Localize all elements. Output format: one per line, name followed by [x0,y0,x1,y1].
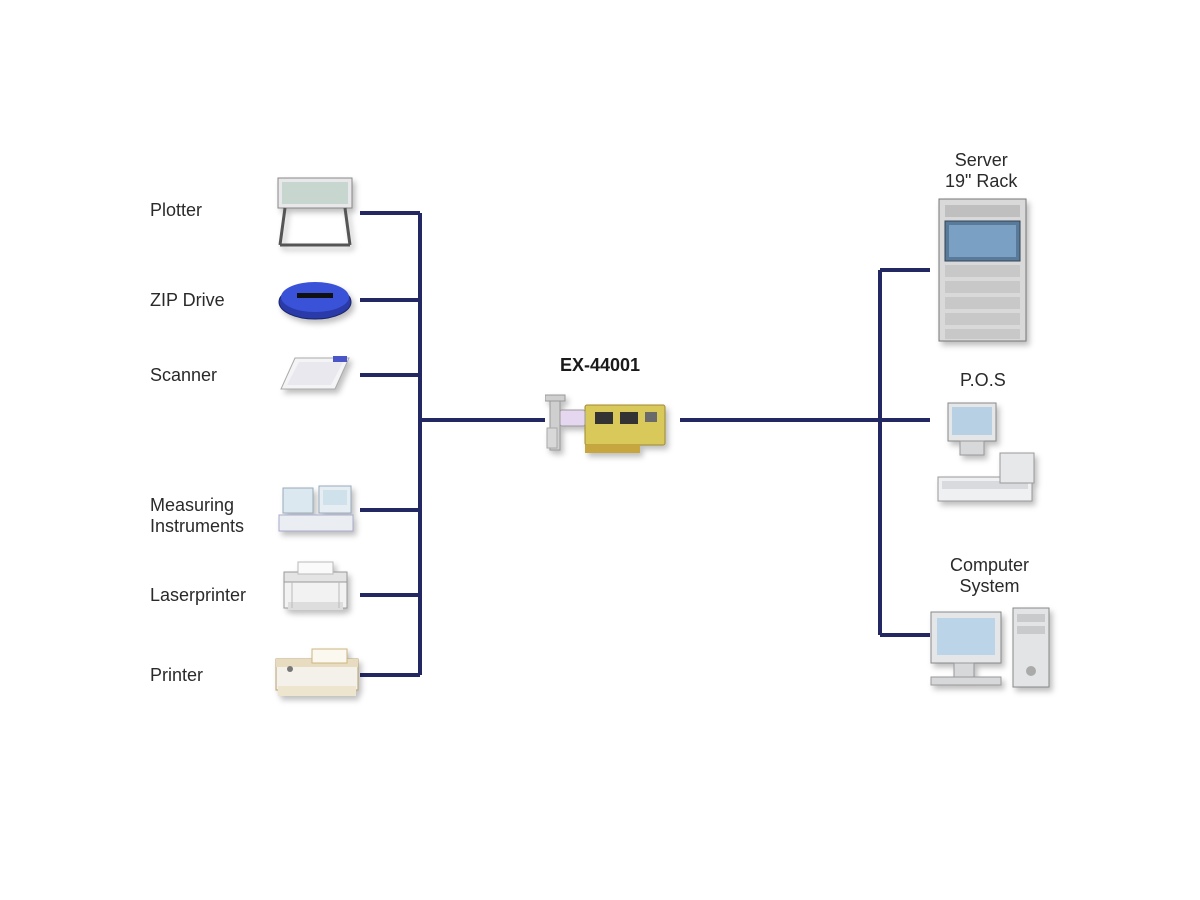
computer-label: Computer System [950,555,1029,596]
center-device-label: EX-44001 [560,355,640,376]
connectivity-diagram: EX-44001 Plotter ZIP Drive Scanner [0,0,1200,900]
server-label: Server 19" Rack [945,150,1017,191]
plotter-label: Plotter [150,200,202,221]
computer-icon [925,600,1055,695]
pos-icon [930,395,1040,505]
zipdrive-icon [275,272,355,322]
measuring-label: Measuring Instruments [150,495,244,536]
server-icon [935,195,1030,345]
scanner-label: Scanner [150,365,217,386]
pos-label: P.O.S [960,370,1006,391]
printer-label: Printer [150,665,203,686]
laser-icon [278,560,353,620]
zipdrive-label: ZIP Drive [150,290,225,311]
plotter-icon [270,170,360,250]
printer-icon [272,645,362,700]
scanner-icon [275,350,355,395]
measuring-icon [275,480,357,535]
pci-card-icon [545,390,675,460]
laser-label: Laserprinter [150,585,246,606]
